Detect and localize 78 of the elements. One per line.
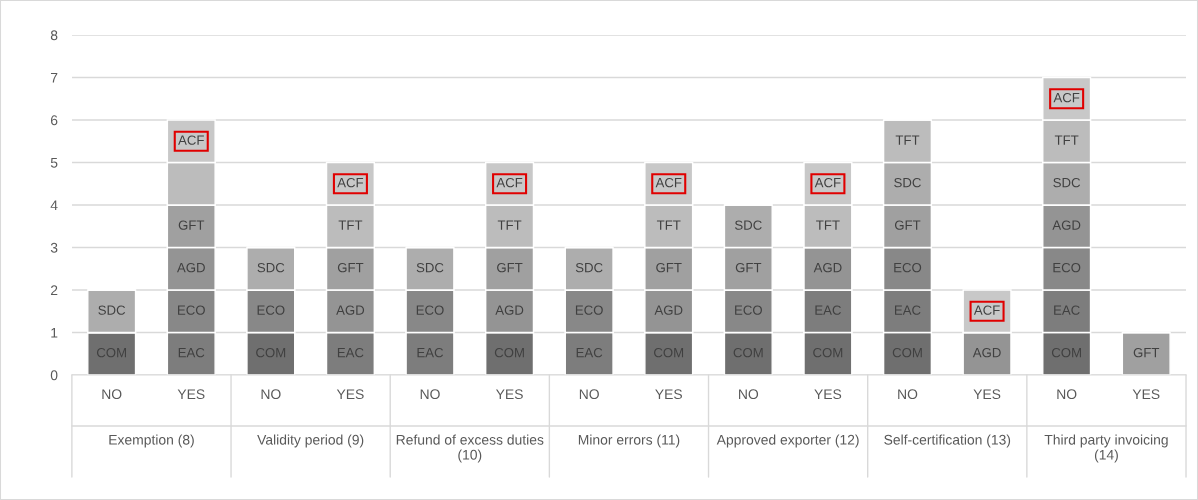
data-label: EAC: [895, 305, 921, 315]
data-label: ECO: [575, 305, 603, 315]
y-tick-label: 7: [50, 72, 58, 83]
y-tick-label: 4: [50, 200, 58, 211]
data-label: GFT: [1133, 347, 1160, 358]
data-label: AGD: [176, 262, 205, 273]
x-tick-label: YES: [814, 389, 842, 400]
data-label: SDC: [416, 262, 444, 273]
x-tick-label: NO: [1057, 389, 1077, 400]
data-label: TFT: [1054, 135, 1079, 145]
y-tick-label: 0: [50, 370, 58, 381]
text: Exemption (8): [109, 434, 194, 448]
data-label: AGD: [336, 305, 365, 315]
data-label: ACF: [973, 305, 1000, 315]
data-label: SDC: [98, 305, 126, 315]
data-label: AGD: [972, 347, 1001, 358]
text: Self-certification (13): [884, 434, 1011, 448]
data-label: SDC: [894, 177, 921, 188]
data-label: GFT: [735, 262, 762, 273]
text: Minor errors (11): [578, 434, 680, 448]
data-label: ECO: [257, 305, 285, 315]
x-tick-label: NO: [739, 389, 759, 400]
data-label: EAC: [337, 347, 364, 358]
x-tick-label: NO: [579, 389, 599, 400]
data-label: TFT: [895, 135, 920, 145]
y-tick-label: 3: [50, 242, 58, 253]
data-label: ECO: [894, 262, 922, 273]
x-tick-label: YES: [1132, 389, 1160, 400]
data-label: EAC: [815, 305, 841, 315]
data-label: AGD: [495, 305, 524, 315]
data-label: ACF: [814, 177, 841, 188]
data-label: TFT: [338, 220, 363, 230]
data-label: AGD: [1052, 220, 1081, 230]
x-tick-label: NO: [261, 389, 281, 400]
x-tick-label: YES: [495, 389, 523, 400]
y-tick-label: 6: [50, 115, 58, 126]
data-label: EAC: [417, 347, 444, 358]
data-label: SDC: [1053, 177, 1081, 188]
data-label: ECO: [735, 305, 762, 315]
y-tick-label: 5: [50, 157, 58, 168]
data-label: GFT: [497, 262, 523, 273]
data-label: ECO: [178, 305, 205, 315]
data-label: AGD: [654, 305, 683, 315]
data-label: EAC: [1054, 305, 1080, 315]
data-label: GFT: [894, 220, 921, 230]
x-tick-label: NO: [898, 389, 918, 400]
x-tick-label: YES: [655, 389, 682, 400]
data-label: TFT: [816, 220, 840, 230]
data-label: AGD: [813, 262, 842, 273]
data-label: SDC: [734, 220, 762, 230]
data-label: ECO: [1053, 262, 1081, 273]
y-tick-label: 1: [51, 327, 58, 338]
text: Approved exporter (12): [716, 434, 859, 448]
data-label: GFT: [178, 220, 205, 230]
data-label: EAC: [178, 347, 205, 358]
x-tick-label: NO: [102, 389, 122, 400]
text: Validity period (9): [257, 434, 364, 448]
x-tick-label: NO: [420, 389, 440, 400]
data-label: ACF: [496, 177, 523, 188]
data-label: GFT: [656, 262, 682, 273]
x-tick-label: YES: [973, 389, 1001, 400]
data-label: ACF: [337, 177, 364, 188]
text: Refund of excess duties (10): [396, 434, 544, 463]
data-label: TFT: [656, 220, 681, 230]
x-tick-label: YES: [177, 389, 205, 400]
data-label: ECO: [416, 305, 444, 315]
data-label: SDC: [257, 262, 285, 273]
data-label: ACF: [178, 135, 204, 145]
text: Third party invoicing (14): [1044, 434, 1168, 463]
x-tick-label: YES: [336, 389, 364, 400]
data-label: SDC: [575, 262, 603, 273]
data-label: ACF: [655, 177, 682, 188]
y-tick-label: 2: [50, 285, 58, 296]
data-label: ACF: [1053, 92, 1080, 103]
data-label: TFT: [497, 220, 522, 230]
y-tick-label: 8: [50, 30, 58, 41]
data-label: GFT: [337, 262, 364, 273]
data-label: EAC: [576, 347, 603, 358]
